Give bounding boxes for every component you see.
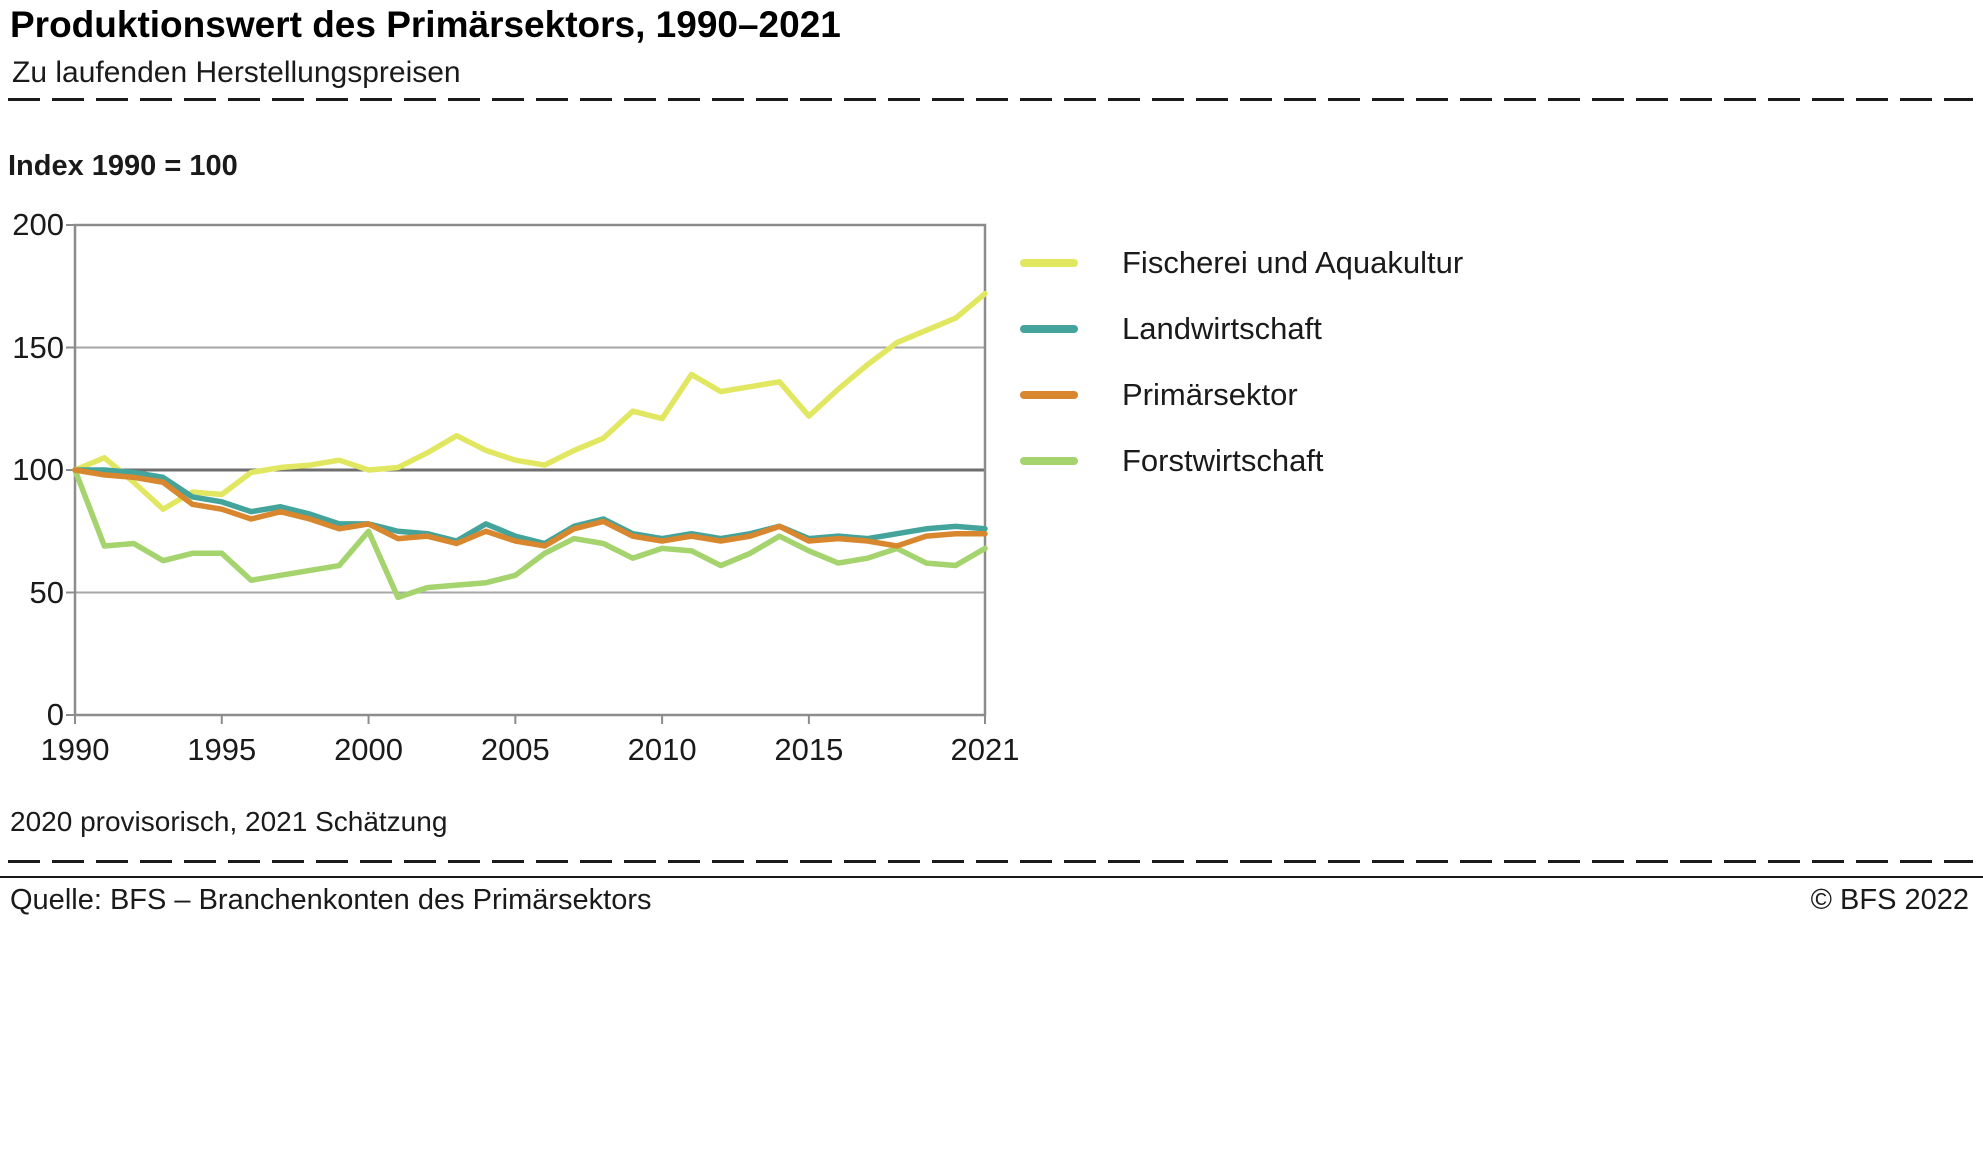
page-subtitle: Zu laufenden Herstellungspreisen bbox=[12, 56, 461, 89]
series-line bbox=[72, 467, 988, 549]
bottom-divider bbox=[8, 860, 1973, 863]
y-tick-label: 100 bbox=[12, 452, 64, 487]
index-axis-label: Index 1990 = 100 bbox=[8, 150, 238, 182]
page-title: Produktionswert des Primärsektors, 1990–… bbox=[10, 4, 841, 45]
chart-footnote: 2020 provisorisch, 2021 Schätzung bbox=[10, 806, 448, 837]
plot-svg bbox=[66, 223, 988, 724]
legend: Fischerei und Aquakultur Landwirtschaft Pr… bbox=[1020, 230, 1463, 494]
x-tick-label: 1990 bbox=[40, 732, 110, 767]
legend-swatch bbox=[1020, 325, 1078, 333]
x-tick-label: 2010 bbox=[627, 732, 697, 767]
legend-swatch bbox=[1020, 457, 1078, 465]
legend-label: Fischerei und Aquakultur bbox=[1122, 245, 1464, 280]
y-tick-label: 0 bbox=[46, 697, 64, 732]
footer-rule bbox=[0, 876, 1983, 878]
legend-item: Landwirtschaft bbox=[1020, 296, 1463, 362]
legend-swatch bbox=[1020, 259, 1078, 267]
legend-label: Landwirtschaft bbox=[1122, 311, 1322, 346]
footer: Quelle: BFS – Branchenkonten des Primärs… bbox=[10, 884, 1969, 917]
x-tick-label: 2005 bbox=[480, 732, 550, 767]
legend-item: Fischerei und Aquakultur bbox=[1020, 230, 1463, 296]
x-tick-label: 1995 bbox=[187, 732, 257, 767]
y-tick-label: 150 bbox=[12, 329, 64, 365]
legend-item: Primärsektor bbox=[1020, 362, 1463, 428]
legend-label: Forstwirtschaft bbox=[1122, 443, 1324, 478]
top-divider bbox=[8, 98, 1973, 101]
y-tick-label: 50 bbox=[29, 574, 64, 610]
copyright-text: © BFS 2022 bbox=[1810, 884, 1969, 916]
legend-label: Primärsektor bbox=[1122, 377, 1298, 412]
series-line bbox=[72, 290, 988, 512]
x-tick-label: 2015 bbox=[774, 732, 844, 767]
x-tick-label: 2021 bbox=[950, 732, 1020, 767]
series-line bbox=[72, 467, 988, 601]
x-tick-label: 2000 bbox=[334, 732, 404, 767]
source-text: Quelle: BFS – Branchenkonten des Primärs… bbox=[10, 884, 652, 916]
y-tick-label: 200 bbox=[12, 207, 64, 242]
legend-swatch bbox=[1020, 391, 1078, 399]
legend-item: Forstwirtschaft bbox=[1020, 428, 1463, 494]
